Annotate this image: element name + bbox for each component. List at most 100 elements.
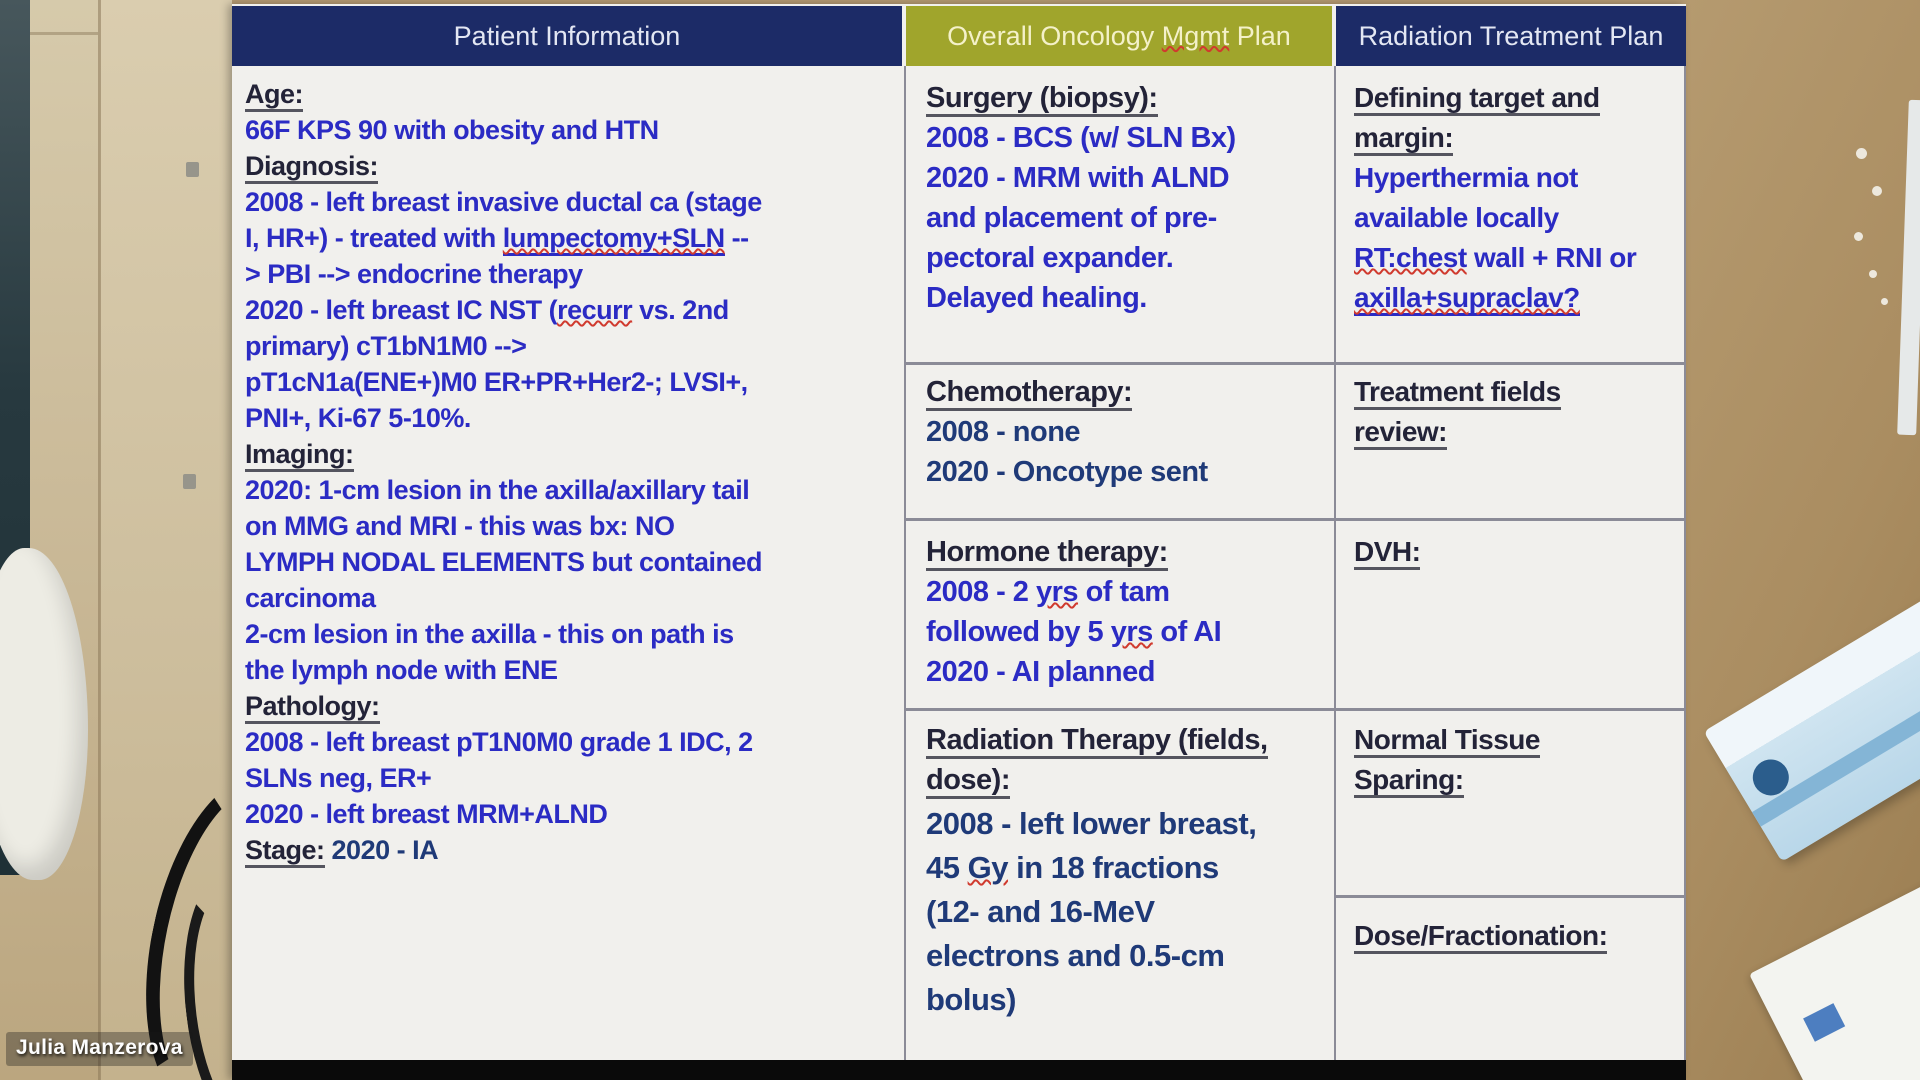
text-segment: 2008 - 2 — [926, 576, 1036, 608]
text-segment: recurr — [557, 295, 633, 325]
text-segment: lumpectomy+SLN — [502, 223, 725, 256]
text-segment: the lymph node with ENE — [245, 655, 558, 685]
text-segment: Surgery (biopsy): — [926, 82, 1158, 117]
text-segment: Stage: — [245, 835, 325, 868]
cell-radiation-therapy-details: 2008 - left lower breast, 45 Gy in 18 fra… — [926, 802, 1330, 1022]
text-segment: bolus) — [926, 982, 1017, 1017]
column-header-oncology-mgmt-plan: Overall Oncology Mgmt Plan — [906, 6, 1332, 66]
door-hinge — [186, 162, 199, 177]
text-segment: Imaging: — [245, 439, 354, 472]
text-line: 2008 - left breast invasive ductal ca (s… — [245, 184, 900, 220]
text-line: review: — [1354, 412, 1684, 452]
text-line: Overall Oncology Mgmt Plan — [947, 21, 1291, 52]
text-segment: Delayed healing. — [926, 282, 1147, 314]
cell-radiation-therapy-heading: Radiation Therapy (fields, dose): — [926, 720, 1330, 800]
cell-patient-information: Age: 66F KPS 90 with obesity and HTN Diagn… — [245, 76, 900, 868]
row-divider — [904, 518, 1686, 521]
text-segment: 2020 - MRM with ALND — [926, 162, 1230, 194]
column-header-label: Patient Information — [453, 20, 681, 51]
text-line: 2008 - left breast pT1N0M0 grade 1 IDC, … — [245, 724, 900, 760]
text-line: carcinoma — [245, 580, 900, 616]
text-segment: Pathology: — [245, 691, 380, 724]
text-line: DVH: — [1354, 532, 1684, 572]
text-segment: RT:chest — [1354, 242, 1467, 273]
text-line: SLNs neg, ER+ — [245, 760, 900, 796]
text-line: Radiation Therapy (fields, — [926, 720, 1330, 760]
text-line: Normal Tissue — [1354, 720, 1684, 760]
cell-defining-target-margin: Defining target and margin: Hyperthermia n… — [1354, 78, 1684, 318]
text-segment: 2020 - left breast MRM+ALND — [245, 799, 608, 829]
participant-name-label: Julia Manzerova — [6, 1032, 193, 1066]
text-segment: carcinoma — [245, 583, 376, 613]
text-segment: 2008 - BCS (w/ SLN Bx) — [926, 122, 1236, 154]
text-segment: Treatment fields — [1354, 376, 1561, 410]
text-segment: 2008 - left lower breast, — [926, 806, 1257, 841]
text-line: 2008 - 2 yrs of tam — [926, 572, 1330, 612]
cell-dose-fractionation: Dose/Fractionation: — [1354, 916, 1684, 956]
text-line: 2020 - left breast IC NST (recurr vs. 2n… — [245, 292, 900, 328]
wall-right — [1686, 0, 1920, 1080]
text-segment: 2008 - left breast pT1N0M0 grade 1 IDC, … — [245, 727, 753, 757]
text-segment: PNI+, Ki-67 5-10%. — [245, 403, 471, 433]
column-header-radiation-treatment-plan: Radiation Treatment Plan — [1336, 6, 1686, 66]
text-line: RT:chest wall + RNI or — [1354, 238, 1684, 278]
paper-sticker — [1803, 1003, 1846, 1042]
text-segment: Plan — [1229, 20, 1291, 51]
text-line: 2008 - BCS (w/ SLN Bx) — [926, 118, 1330, 158]
text-line: (12- and 16-MeV — [926, 890, 1330, 934]
cell-chemotherapy: Chemotherapy: 2008 - none 2020 - Oncotype … — [926, 372, 1330, 492]
text-segment: Chemotherapy: — [926, 376, 1133, 411]
text-segment: -- — [724, 223, 749, 253]
text-segment: 2020: 1-cm lesion in the axilla/axillary… — [245, 475, 750, 505]
text-segment: Hormone therapy: — [926, 536, 1168, 571]
row-divider — [904, 708, 1686, 711]
text-segment: 2008 - left breast invasive ductal ca (s… — [245, 187, 762, 217]
shared-slide-case-table: Patient Information Overall Oncology Mgm… — [232, 4, 1686, 1080]
text-line: Diagnosis: — [245, 148, 900, 184]
text-line: bolus) — [926, 978, 1330, 1022]
text-segment: of tam — [1078, 576, 1171, 608]
text-segment: Diagnosis: — [245, 151, 379, 184]
text-line: 45 Gy in 18 fractions — [926, 846, 1330, 890]
text-segment: Radiation Therapy (fields, — [926, 724, 1268, 759]
text-segment: LYMPH NODAL ELEMENTS but contained — [245, 547, 763, 577]
text-line: Dose/Fractionation: — [1354, 916, 1684, 956]
text-line: axilla+supraclav? — [1354, 278, 1684, 318]
door-seam — [98, 0, 101, 1080]
row-divider — [1334, 895, 1686, 898]
text-segment: Overall Oncology — [947, 20, 1162, 51]
text-line: followed by 5 yrs of AI — [926, 612, 1330, 652]
text-segment: Dose/Fractionation: — [1354, 920, 1608, 954]
text-line: electrons and 0.5-cm — [926, 934, 1330, 978]
column-divider — [904, 66, 906, 1060]
text-line: Chemotherapy: — [926, 372, 1330, 412]
text-segment: review: — [1354, 416, 1448, 450]
text-segment: DVH: — [1354, 536, 1421, 570]
text-segment: Hyperthermia not — [1354, 162, 1578, 193]
text-segment: dose): — [926, 764, 1011, 799]
text-line: Sparing: — [1354, 760, 1684, 800]
text-segment: 45 — [926, 850, 968, 885]
text-line: 2020: 1-cm lesion in the axilla/axillary… — [245, 472, 900, 508]
text-segment: and placement of pre- — [926, 202, 1217, 234]
text-segment: of AI — [1152, 616, 1222, 648]
text-segment: 2020 - left breast IC NST ( — [245, 295, 558, 325]
text-line: primary) cT1bN1M0 --> — [245, 328, 900, 364]
cell-treatment-fields-review: Treatment fields review: — [1354, 372, 1684, 452]
text-segment: on MMG and MRI - this was bx: NO — [245, 511, 675, 541]
column-header-patient-information: Patient Information — [232, 6, 902, 66]
cell-dvh: DVH: — [1354, 532, 1684, 572]
text-segment: pectoral expander. — [926, 242, 1174, 274]
text-segment: 66F KPS 90 with obesity and HTN — [245, 115, 659, 145]
text-line: Stage: 2020 - IA — [245, 832, 900, 868]
text-line: margin: — [1354, 118, 1684, 158]
cell-surgery: Surgery (biopsy): 2008 - BCS (w/ SLN Bx) 2… — [926, 78, 1330, 318]
text-segment: 2020 - Oncotype sent — [926, 456, 1208, 488]
text-line: pT1cN1a(ENE+)M0 ER+PR+Her2-; LVSI+, — [245, 364, 900, 400]
text-line: pectoral expander. — [926, 238, 1330, 278]
column-divider — [1334, 66, 1336, 1060]
text-segment: Gy — [967, 850, 1009, 885]
text-line: PNI+, Ki-67 5-10%. — [245, 400, 900, 436]
text-segment: 2-cm lesion in the axilla - this on path… — [245, 619, 734, 649]
text-segment: vs. 2nd — [632, 295, 729, 325]
